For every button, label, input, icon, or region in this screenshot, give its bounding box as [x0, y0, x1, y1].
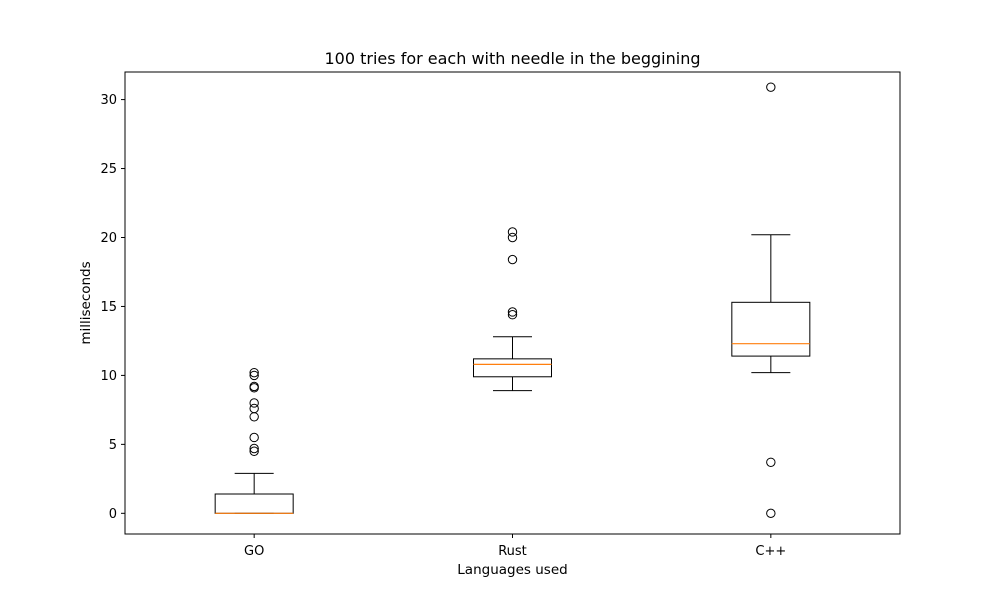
- outlier-point: [507, 254, 518, 265]
- outlier-point: [249, 367, 259, 378]
- outlier-point: [249, 381, 259, 392]
- box: [473, 358, 552, 378]
- y-tick-label: 25: [100, 162, 117, 177]
- outlier-point: [507, 232, 518, 243]
- y-tick-label: 0: [109, 507, 117, 522]
- outlier-point: [249, 403, 259, 414]
- outlier-point: [249, 398, 259, 408]
- outlier-point: [507, 307, 518, 317]
- chart-title: 100 tries for each with needle in the be…: [325, 49, 701, 68]
- box: [731, 301, 811, 357]
- y-tick-label: 5: [109, 438, 117, 453]
- y-axis: 0 5 10 15 20 25 30: [100, 93, 125, 522]
- box-group-rust: [473, 227, 552, 392]
- plot-frame: [124, 71, 901, 535]
- box-group-c-: [731, 82, 811, 519]
- outlier-point: [766, 82, 776, 92]
- outlier-point: [249, 446, 259, 456]
- outlier-point: [249, 370, 259, 381]
- y-tick-label: 10: [100, 369, 117, 384]
- y-tick-label: 30: [100, 93, 117, 108]
- x-tick-label: Rust: [498, 544, 527, 559]
- box: [214, 493, 294, 514]
- y-tick-label: 20: [100, 231, 117, 246]
- plot-area: [214, 82, 811, 519]
- outlier-point: [507, 310, 518, 320]
- outlier-point: [766, 457, 776, 467]
- outlier-point: [249, 412, 259, 422]
- outlier-point: [249, 443, 259, 454]
- x-axis: GO Rust C++: [244, 534, 786, 559]
- x-tick-label: GO: [244, 544, 264, 559]
- y-tick-label: 15: [100, 300, 117, 315]
- y-axis-title: milliseconds: [78, 261, 94, 344]
- outlier-point: [249, 432, 259, 443]
- box-group-go: [214, 367, 294, 514]
- outlier-point: [766, 508, 776, 519]
- x-tick-label: C++: [755, 544, 786, 559]
- x-axis-title: Languages used: [457, 562, 567, 578]
- outlier-point: [507, 227, 518, 237]
